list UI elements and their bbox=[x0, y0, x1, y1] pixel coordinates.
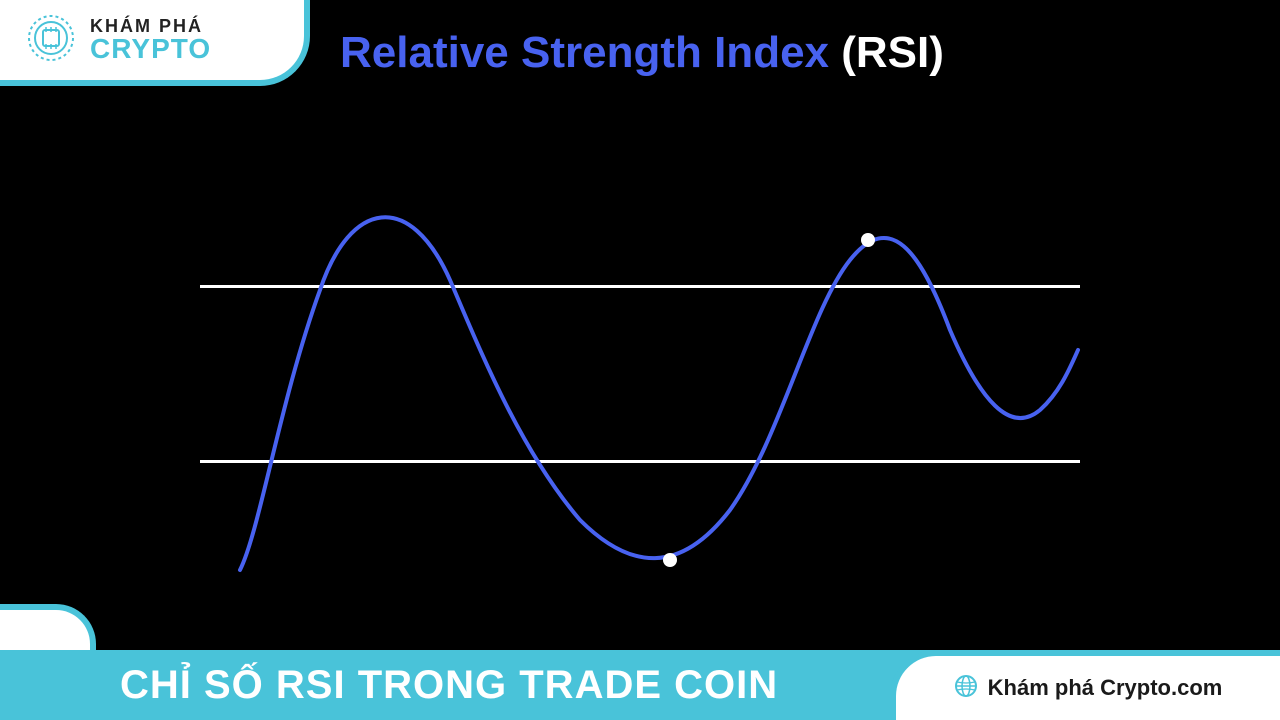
site-badge: Khám phá Crypto.com bbox=[890, 650, 1280, 720]
logo-icon bbox=[26, 13, 76, 68]
logo-text-block: KHÁM PHÁ CRYPTO bbox=[90, 17, 211, 63]
footer-title: CHỈ SỐ RSI TRONG TRADE COIN bbox=[120, 663, 778, 708]
rsi-curve bbox=[240, 217, 1078, 570]
curve-marker bbox=[861, 233, 875, 247]
title-paren-text: (RSI) bbox=[841, 28, 944, 77]
page-root: KHÁM PHÁ CRYPTO Relative Strength Index … bbox=[0, 0, 1280, 720]
curve-marker bbox=[663, 553, 677, 567]
site-text: Khám phá Crypto.com bbox=[988, 675, 1223, 701]
logo-badge: KHÁM PHÁ CRYPTO bbox=[0, 0, 310, 86]
rsi-chart bbox=[200, 150, 1080, 580]
footer-notch bbox=[0, 604, 96, 650]
globe-icon bbox=[954, 674, 978, 703]
rsi-svg bbox=[200, 150, 1080, 580]
title-main-text: Relative Strength Index bbox=[340, 28, 829, 77]
chart-title: Relative Strength Index (RSI) bbox=[340, 28, 944, 78]
logo-line2: CRYPTO bbox=[90, 35, 211, 63]
rsi-markers bbox=[663, 233, 875, 567]
